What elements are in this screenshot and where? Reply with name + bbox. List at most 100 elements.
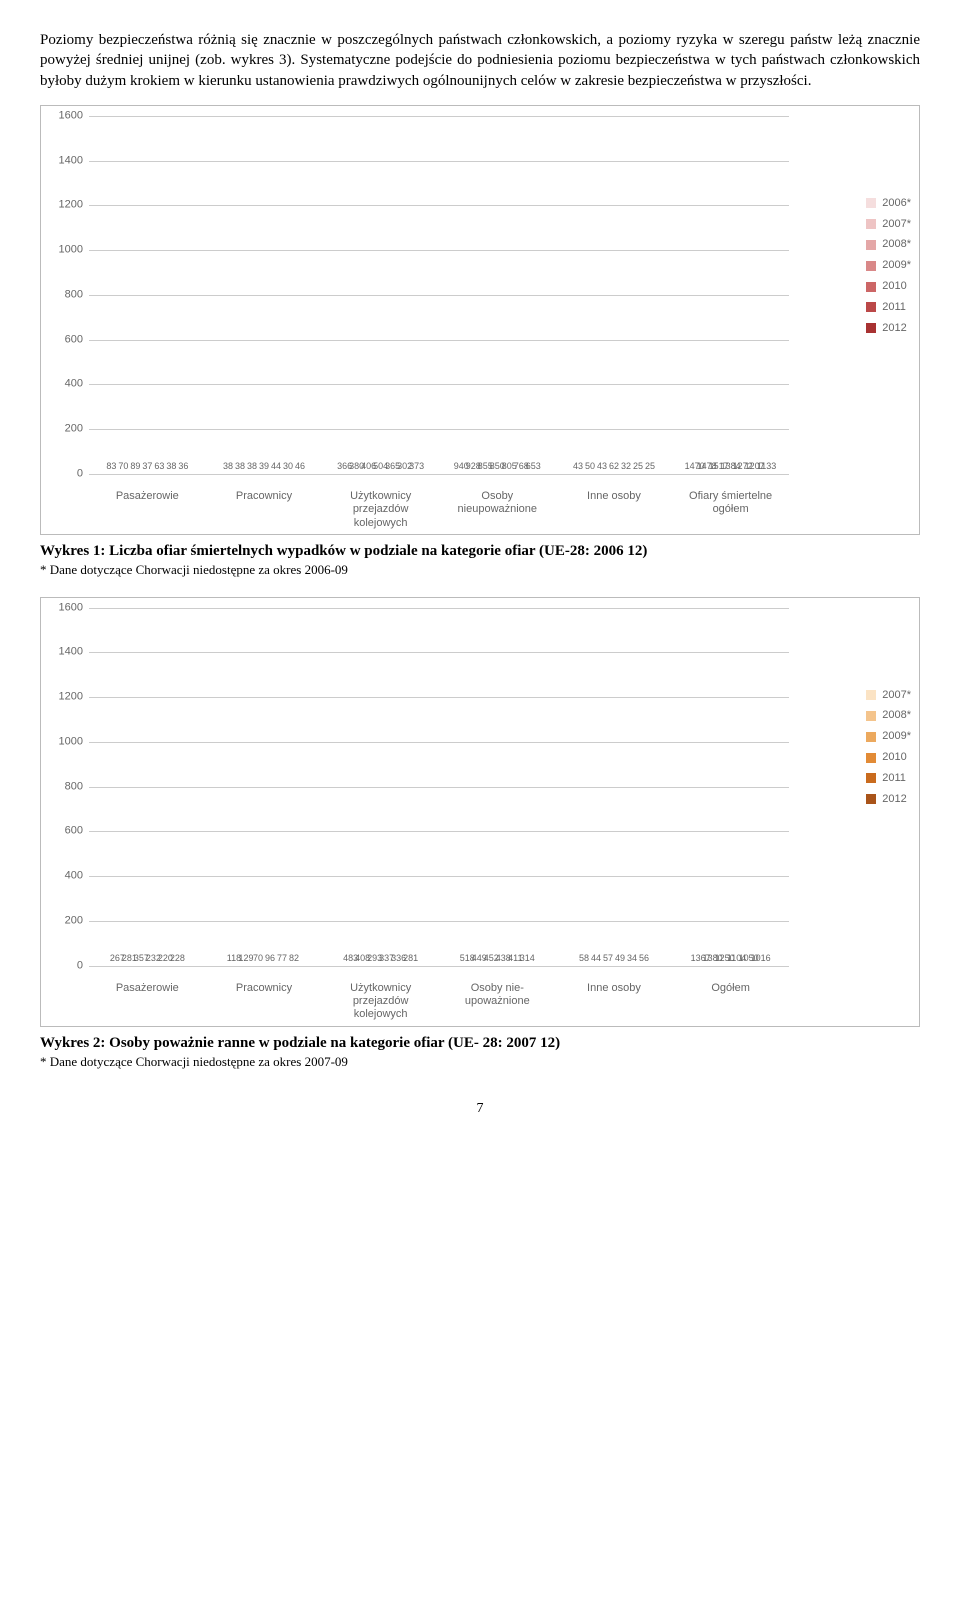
y-tick: 1200 xyxy=(47,198,83,213)
legend-swatch xyxy=(866,261,876,271)
bar-value-label: 83 xyxy=(106,460,116,472)
legend-label: 2010 xyxy=(882,279,906,294)
chart-1-note: * Dane dotyczące Chorwacji niedostępne z… xyxy=(40,561,920,579)
x-label: Pracownicy xyxy=(219,982,309,1022)
legend-label: 2008* xyxy=(882,708,911,723)
x-label: Pasażerowie xyxy=(102,982,192,1022)
legend-item: 2010 xyxy=(866,750,911,765)
x-labels: Pasażerowie Pracownicy Użytkownicy przejaz… xyxy=(89,490,789,530)
legend-label: 2011 xyxy=(882,771,906,786)
bar-value-label: 62 xyxy=(609,460,619,472)
legend-label: 2012 xyxy=(882,321,906,336)
chart-1-wrap: 0200400600800100012001400160083708937633… xyxy=(40,105,920,535)
y-tick: 800 xyxy=(47,287,83,302)
bar-value-label: 281 xyxy=(403,952,418,964)
bar-value-label: 96 xyxy=(265,952,275,964)
x-label: Pracownicy xyxy=(219,490,309,530)
bar-value-label: 228 xyxy=(170,952,185,964)
x-label: Inne osoby xyxy=(569,982,659,1022)
plot-area: 0200400600800100012001400160083708937633… xyxy=(89,116,789,474)
legend-item: 2010 xyxy=(866,279,911,294)
bar-value-label: 129 xyxy=(238,952,253,964)
x-label: Ogółem xyxy=(686,982,776,1022)
x-label: Osoby nieupoważnione xyxy=(452,490,542,530)
legend-swatch xyxy=(866,794,876,804)
bar-value-label: 44 xyxy=(591,952,601,964)
legend-label: 2007* xyxy=(882,688,911,703)
x-label: Osoby nie-upoważnione xyxy=(452,982,542,1022)
x-label: Pasażerowie xyxy=(102,490,192,530)
legend-swatch xyxy=(866,198,876,208)
chart-2-note: * Dane dotyczące Chorwacji niedostępne z… xyxy=(40,1053,920,1071)
bar-value-label: 38 xyxy=(166,460,176,472)
bar-value-label: 38 xyxy=(247,460,257,472)
legend-item: 2008* xyxy=(866,708,911,723)
chart-2-wrap: 0200400600800100012001400160026728135723… xyxy=(40,597,920,1027)
bar-value-label: 1133 xyxy=(757,460,776,472)
x-label: Inne osoby xyxy=(569,490,659,530)
bar-value-label: 50 xyxy=(585,460,595,472)
y-tick: 600 xyxy=(47,824,83,839)
legend-item: 2009* xyxy=(866,258,911,273)
legend-swatch xyxy=(866,732,876,742)
bar-value-label: 30 xyxy=(283,460,293,472)
legend-swatch xyxy=(866,219,876,229)
bar-value-label: 373 xyxy=(409,460,424,472)
bar-groups: 2672813572322202281181297096778248340829… xyxy=(89,608,789,966)
legend-item: 2011 xyxy=(866,771,911,786)
y-tick: 200 xyxy=(47,422,83,437)
chart-2: 0200400600800100012001400160026728135723… xyxy=(40,597,920,1027)
y-tick: 0 xyxy=(47,466,83,481)
bar-value-label: 314 xyxy=(520,952,535,964)
x-label: Użytkownicy przejazdów kolejowych xyxy=(336,982,426,1022)
legend-swatch xyxy=(866,753,876,763)
x-label: Użytkownicy przejazdów kolejowych xyxy=(336,490,426,530)
bar-value-label: 46 xyxy=(295,460,305,472)
y-tick: 1000 xyxy=(47,734,83,749)
bar-value-label: 70 xyxy=(253,952,263,964)
y-tick: 400 xyxy=(47,377,83,392)
grid-line xyxy=(89,966,789,967)
grid-line xyxy=(89,474,789,475)
bar-value-label: 57 xyxy=(603,952,613,964)
bar-value-label: 38 xyxy=(223,460,233,472)
legend-item: 2006* xyxy=(866,196,911,211)
legend-swatch xyxy=(866,323,876,333)
legend-swatch xyxy=(866,711,876,721)
legend-item: 2012 xyxy=(866,321,911,336)
legend-label: 2009* xyxy=(882,729,911,744)
legend-swatch xyxy=(866,690,876,700)
bar-value-label: 653 xyxy=(526,460,541,472)
bar-value-label: 38 xyxy=(235,460,245,472)
chart-1-caption: Wykres 1: Liczba ofiar śmiertelnych wypa… xyxy=(40,541,920,561)
bar-value-label: 43 xyxy=(597,460,607,472)
bar-value-label: 49 xyxy=(615,952,625,964)
bar-value-label: 70 xyxy=(118,460,128,472)
paragraph-1: Poziomy bezpieczeństwa różnią się znaczn… xyxy=(40,30,920,91)
chart-1: 0200400600800100012001400160083708937633… xyxy=(40,105,920,535)
legend-label: 2007* xyxy=(882,217,911,232)
y-tick: 1600 xyxy=(47,108,83,123)
plot-area: 0200400600800100012001400160026728135723… xyxy=(89,608,789,966)
legend-swatch xyxy=(866,240,876,250)
legend-item: 2007* xyxy=(866,217,911,232)
y-tick: 1400 xyxy=(47,153,83,168)
bar-value-label: 44 xyxy=(271,460,281,472)
bar-value-label: 56 xyxy=(639,952,649,964)
legend-label: 2010 xyxy=(882,750,906,765)
y-tick: 400 xyxy=(47,869,83,884)
bar-value-label: 77 xyxy=(277,952,287,964)
bar-value-label: 37 xyxy=(142,460,152,472)
y-tick: 600 xyxy=(47,332,83,347)
bar-value-label: 32 xyxy=(621,460,631,472)
legend-item: 2007* xyxy=(866,688,911,703)
bar-value-label: 89 xyxy=(130,460,140,472)
legend-item: 2011 xyxy=(866,300,911,315)
page-number: 7 xyxy=(40,1100,920,1119)
legend-label: 2012 xyxy=(882,792,906,807)
bar-value-label: 82 xyxy=(289,952,299,964)
legend: 2007* 2008* 2009* 2010 2011 2012 xyxy=(866,688,911,813)
bar-value-label: 25 xyxy=(645,460,655,472)
legend-swatch xyxy=(866,282,876,292)
y-tick: 800 xyxy=(47,779,83,794)
